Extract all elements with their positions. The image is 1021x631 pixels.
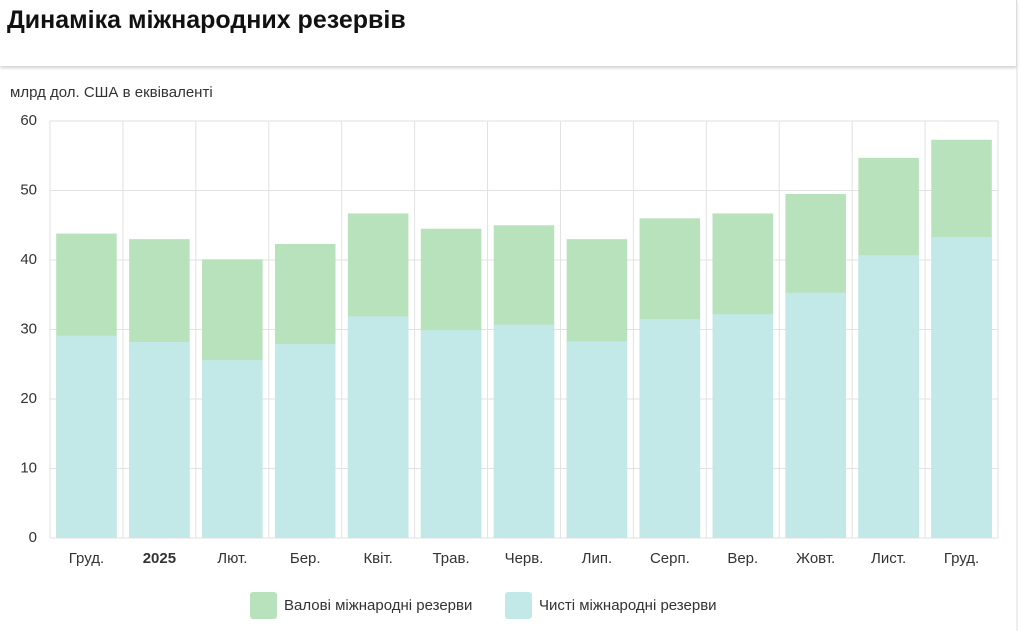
x-tick-label: Черв.: [505, 550, 544, 567]
x-tick-label: Трав.: [432, 550, 469, 567]
x-tick-label: Лют.: [217, 550, 247, 567]
header: Динаміка міжнародних резервів: [0, 0, 1017, 66]
y-tick-label: 0: [29, 529, 37, 546]
y-tick-label: 30: [20, 320, 37, 337]
bar: [931, 237, 992, 538]
bar: [858, 255, 919, 538]
y-tick-label: 50: [20, 181, 37, 198]
y-tick-label: 40: [20, 251, 37, 268]
bar: [420, 330, 482, 538]
bar: [56, 335, 117, 538]
x-tick-label: Груд.: [944, 550, 979, 567]
x-tick-label: Лип.: [582, 550, 613, 567]
y-tick-label: 20: [20, 390, 37, 407]
x-tick-label: Вер.: [727, 550, 758, 567]
bar: [129, 342, 190, 538]
x-tick-label: Жовт.: [796, 550, 835, 567]
bar: [712, 314, 774, 538]
bar: [347, 316, 409, 538]
y-tick-label: 60: [20, 112, 37, 129]
bar: [566, 341, 628, 538]
x-tick-label: 2025: [143, 550, 176, 567]
x-tick-label: Лист.: [871, 550, 906, 567]
legend-swatch[interactable]: [505, 592, 532, 619]
bar: [493, 324, 555, 538]
bar: [785, 292, 846, 538]
bar: [639, 319, 701, 538]
x-tick-label: Квіт.: [363, 550, 392, 567]
legend-label[interactable]: Чисті міжнародні резерви: [539, 597, 717, 614]
y-tick-label: 10: [20, 459, 37, 476]
bar: [274, 344, 336, 538]
x-tick-label: Бер.: [290, 550, 321, 567]
x-tick-label: Груд.: [69, 550, 104, 567]
y-axis-label: млрд дол. США в еквіваленті: [10, 84, 213, 101]
legend-swatch[interactable]: [250, 592, 277, 619]
bar: [202, 360, 263, 538]
chart-title: Динаміка міжнародних резервів: [7, 6, 406, 34]
legend-label[interactable]: Валові міжнародні резерви: [284, 597, 472, 614]
x-tick-label: Серп.: [650, 550, 690, 567]
